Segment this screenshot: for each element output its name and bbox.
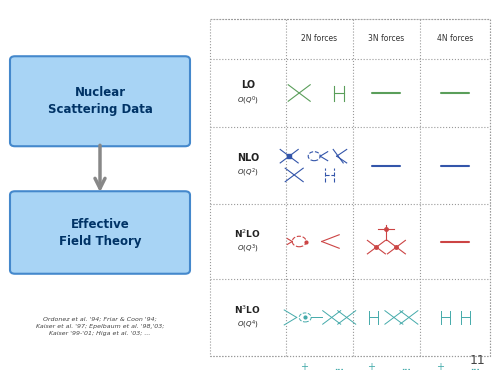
Text: +: + bbox=[368, 363, 376, 372]
Text: +: + bbox=[436, 363, 444, 372]
Text: ...: ... bbox=[470, 363, 480, 372]
Text: LO: LO bbox=[240, 81, 255, 90]
Text: $O(Q^0)$: $O(Q^0)$ bbox=[237, 94, 258, 106]
Text: $O(Q^2)$: $O(Q^2)$ bbox=[237, 167, 258, 179]
Text: N$^2$LO: N$^2$LO bbox=[234, 228, 261, 240]
Text: Nuclear
Scattering Data: Nuclear Scattering Data bbox=[48, 86, 152, 116]
Text: $O(Q^4)$: $O(Q^4)$ bbox=[237, 319, 258, 331]
FancyBboxPatch shape bbox=[10, 56, 190, 146]
Text: ...: ... bbox=[334, 363, 344, 372]
FancyBboxPatch shape bbox=[10, 191, 190, 274]
Text: +: + bbox=[300, 363, 308, 372]
Text: NLO: NLO bbox=[236, 153, 259, 163]
Text: N$^3$LO: N$^3$LO bbox=[234, 304, 261, 316]
Text: ...: ... bbox=[402, 363, 411, 372]
Text: $O(Q^3)$: $O(Q^3)$ bbox=[237, 243, 258, 255]
Text: 4N forces: 4N forces bbox=[437, 34, 473, 44]
Text: Effective
Field Theory: Effective Field Theory bbox=[59, 217, 142, 248]
Text: 3N forces: 3N forces bbox=[368, 34, 404, 44]
Text: Ordonez et al. '94; Friar & Coon '94;
Kaiser et al. '97; Epelbaum et al. '98,'03: Ordonez et al. '94; Friar & Coon '94; Ka… bbox=[36, 317, 164, 336]
Text: 11: 11 bbox=[469, 354, 485, 368]
Text: 2N forces: 2N forces bbox=[301, 34, 338, 44]
